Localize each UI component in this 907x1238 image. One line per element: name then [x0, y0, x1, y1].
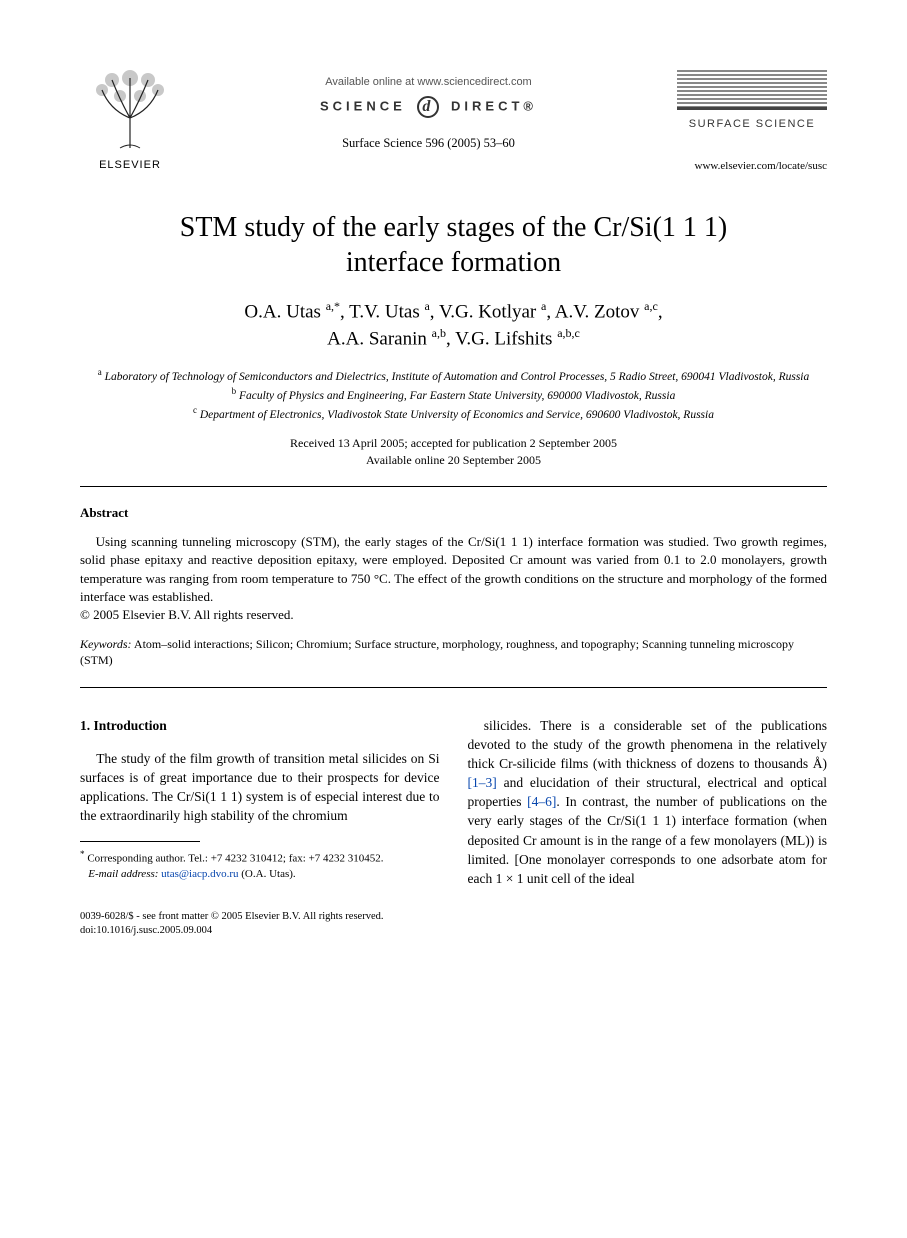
- journal-url: www.elsevier.com/locate/susc: [677, 160, 827, 172]
- title-line2: interface formation: [346, 247, 561, 278]
- front-matter-block: 0039-6028/$ - see front matter © 2005 El…: [80, 910, 827, 938]
- abstract-copyright: © 2005 Elsevier B.V. All rights reserved…: [80, 606, 827, 624]
- front-matter-text: 0039-6028/$ - see front matter © 2005 El…: [80, 910, 827, 924]
- intro-paragraph-right: silicides. There is a considerable set o…: [468, 716, 828, 888]
- sd-glyph-icon: d: [417, 96, 439, 118]
- keywords-block: Keywords: Atom–solid interactions; Silic…: [80, 636, 827, 668]
- footnote-email-attr: (O.A. Utas).: [241, 868, 295, 880]
- science-direct-logo: SCIENCE d DIRECT®: [180, 96, 677, 118]
- abstract-body: Using scanning tunneling microscopy (STM…: [80, 533, 827, 606]
- paper-title: STM study of the early stages of the Cr/…: [80, 210, 827, 280]
- journal-logo-block: SURFACE SCIENCE www.elsevier.com/locate/…: [677, 70, 827, 172]
- affiliation-c: c Department of Electronics, Vladivostok…: [80, 404, 827, 423]
- authors-list: O.A. Utas a,*, T.V. Utas a, V.G. Kotlyar…: [80, 298, 827, 352]
- publication-dates: Received 13 April 2005; accepted for pub…: [80, 435, 827, 469]
- sd-left: SCIENCE: [320, 98, 406, 113]
- section-1-heading: 1. Introduction: [80, 716, 440, 735]
- footnote-email-label: E-mail address:: [88, 868, 158, 880]
- affiliations: a Laboratory of Technology of Semiconduc…: [80, 366, 827, 423]
- publisher-logo-block: ELSEVIER: [80, 70, 180, 171]
- footnote-rule: [80, 841, 200, 842]
- affiliation-b-text: Faculty of Physics and Engineering, Far …: [239, 390, 675, 402]
- body-columns: 1. Introduction The study of the film gr…: [80, 716, 827, 888]
- affiliation-b: b Faculty of Physics and Engineering, Fa…: [80, 385, 827, 404]
- keywords-label: Keywords:: [80, 637, 132, 651]
- footnote-email-link[interactable]: utas@iacp.dvo.ru: [161, 868, 238, 880]
- affiliation-a: a Laboratory of Technology of Semiconduc…: [80, 366, 827, 385]
- intro-paragraph-left: The study of the film growth of transiti…: [80, 749, 440, 826]
- abstract-heading: Abstract: [80, 505, 827, 521]
- footnote-corr: Corresponding author. Tel.: +7 4232 3104…: [87, 853, 383, 865]
- available-online-text: Available online at www.sciencedirect.co…: [180, 76, 677, 88]
- affiliation-c-text: Department of Electronics, Vladivostok S…: [200, 409, 714, 421]
- journal-bars-icon: [677, 70, 827, 110]
- column-right: silicides. There is a considerable set o…: [468, 716, 828, 888]
- publisher-label: ELSEVIER: [80, 159, 180, 171]
- sd-right: DIRECT®: [451, 98, 537, 113]
- dates-line2: Available online 20 September 2005: [80, 452, 827, 469]
- rule-top: [80, 486, 827, 487]
- dates-line1: Received 13 April 2005; accepted for pub…: [80, 435, 827, 452]
- ref-link-1-3[interactable]: [1–3]: [468, 775, 497, 790]
- keywords-text: Atom–solid interactions; Silicon; Chromi…: [80, 637, 794, 667]
- affiliation-a-text: Laboratory of Technology of Semiconducto…: [105, 371, 810, 383]
- column-left: 1. Introduction The study of the film gr…: [80, 716, 440, 888]
- paper-header: ELSEVIER Available online at www.science…: [80, 70, 827, 172]
- doi-text: doi:10.1016/j.susc.2005.09.004: [80, 924, 827, 938]
- rule-bottom: [80, 687, 827, 688]
- journal-box-name: SURFACE SCIENCE: [677, 118, 827, 130]
- title-line1: STM study of the early stages of the Cr/…: [180, 212, 727, 243]
- header-center: Available online at www.sciencedirect.co…: [180, 70, 677, 151]
- elsevier-tree-icon: [90, 70, 170, 152]
- journal-reference: Surface Science 596 (2005) 53–60: [180, 136, 677, 151]
- ref-link-4-6[interactable]: [4–6]: [527, 794, 556, 809]
- corresponding-author-footnote: * Corresponding author. Tel.: +7 4232 31…: [80, 848, 440, 881]
